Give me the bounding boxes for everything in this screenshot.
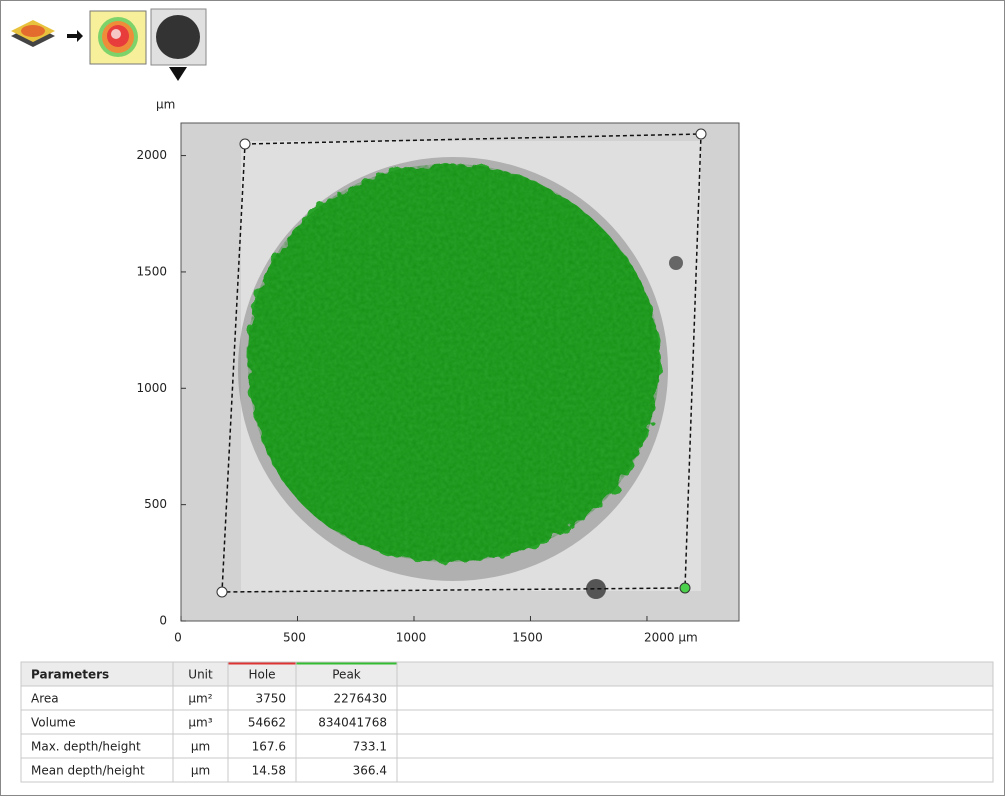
x-tick-label: 1500	[512, 631, 543, 645]
y-tick-label: 0	[159, 614, 167, 628]
y-tick-label: 1500	[136, 264, 167, 278]
x-tick-label: 2000 µm	[644, 631, 698, 645]
grayscale-button[interactable]	[151, 9, 206, 81]
table-cell: µm	[191, 740, 210, 754]
table-cell: 2276430	[334, 692, 387, 706]
handle[interactable]	[240, 139, 250, 149]
y-tick-label: 500	[144, 497, 167, 511]
app-window: µm Parameters Unit Hole Peak Area µm² 3750 2276…	[0, 0, 1005, 796]
column-header: Hole	[248, 668, 275, 682]
y-tick-label: 2000	[136, 148, 167, 162]
table-cell: 3750	[255, 692, 286, 706]
color-map-button[interactable]	[90, 11, 146, 64]
table-row	[21, 734, 993, 758]
table-cell: Area	[31, 692, 59, 706]
column-header: Unit	[188, 668, 213, 682]
table-cell: µm	[191, 764, 210, 778]
x-tick-label: 0	[174, 631, 182, 645]
workspace: µm Parameters Unit Hole Peak Area µm² 3750 2276…	[1, 1, 1004, 795]
x-tick-label: 500	[283, 631, 306, 645]
table-cell: Mean depth/height	[31, 764, 145, 778]
handle[interactable]	[217, 587, 227, 597]
table-row	[21, 710, 993, 734]
table-cell: 167.6	[252, 740, 286, 754]
table-row	[21, 686, 993, 710]
table-cell: 366.4	[353, 764, 387, 778]
table-cell: 733.1	[353, 740, 387, 754]
y-tick-label: 1000	[136, 381, 167, 395]
handle[interactable]	[680, 583, 690, 593]
table-cell: 54662	[248, 716, 286, 730]
layers-icon[interactable]	[11, 20, 55, 47]
table-cell: 834041768	[318, 716, 387, 730]
handle[interactable]	[696, 129, 706, 139]
column-header: Peak	[332, 668, 361, 682]
y-unit: µm	[156, 98, 175, 112]
x-tick-label: 1000	[396, 631, 427, 645]
table-cell: 14.58	[252, 764, 286, 778]
table-cell: µm²	[188, 692, 212, 706]
toolbar	[11, 9, 206, 81]
column-header: Parameters	[31, 668, 109, 682]
table-cell: Max. depth/height	[31, 740, 141, 754]
table-row	[21, 758, 993, 782]
surface-image	[181, 123, 739, 621]
table-cell: Volume	[31, 716, 76, 730]
parameter-table: Parameters Unit Hole Peak Area µm² 3750 2276430…	[21, 662, 993, 782]
arrow-icon	[67, 30, 83, 42]
table-cell: µm³	[188, 716, 212, 730]
